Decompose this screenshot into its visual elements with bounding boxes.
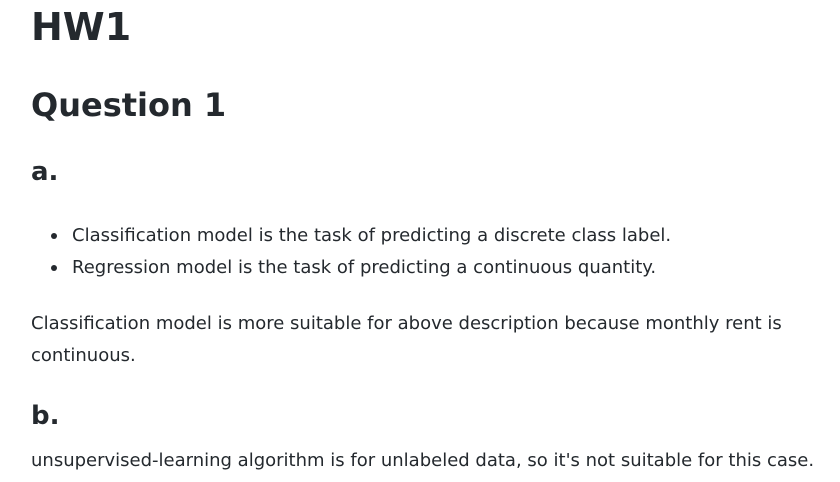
part-a-paragraph: Classification model is more suitable fo… — [31, 313, 782, 366]
bullet-icon — [51, 233, 57, 239]
question-heading: Question 1 — [31, 86, 227, 124]
list-item: Regression model is the task of predicti… — [51, 252, 671, 284]
part-a-label: a. — [31, 157, 59, 187]
part-b-paragraph: unsupervised-learning algorithm is for u… — [31, 450, 815, 471]
list-item: Classification model is the task of pred… — [51, 220, 672, 252]
list-item-text: Classification model is the task of pred… — [72, 225, 672, 246]
bullet-icon — [51, 265, 57, 271]
page-title: HW1 — [31, 5, 132, 49]
part-b-label: b. — [31, 401, 60, 431]
part-a-bullet-list: Classification model is the task of pred… — [31, 220, 671, 284]
list-item-text: Regression model is the task of predicti… — [72, 257, 657, 278]
